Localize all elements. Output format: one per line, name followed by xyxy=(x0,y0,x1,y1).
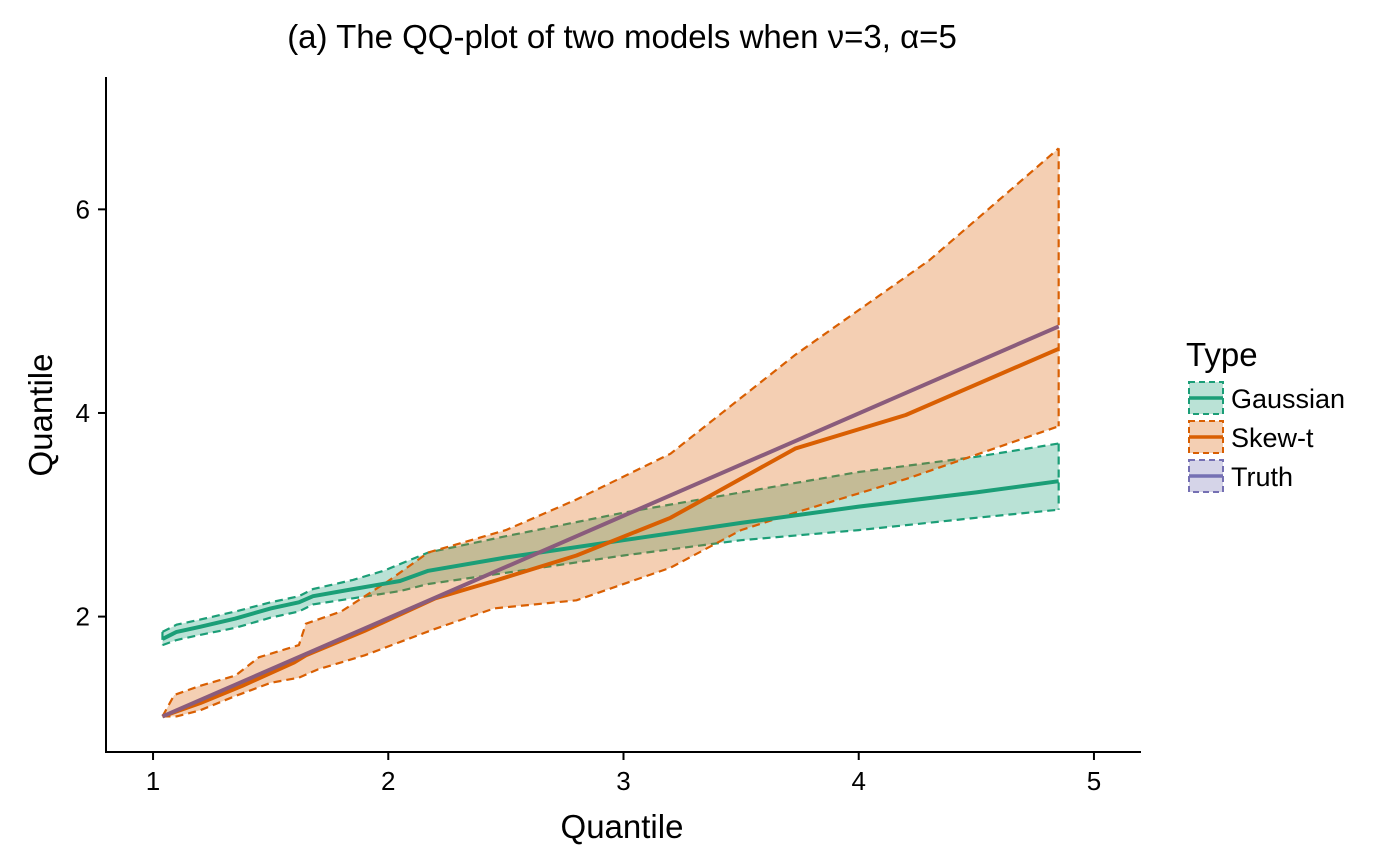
gaussian-upper-bound xyxy=(161,442,1059,633)
gaussian-line xyxy=(161,479,1059,641)
chart-title: (a) The QQ-plot of two models when ν=3, … xyxy=(287,18,957,55)
y-tick-label: 6 xyxy=(76,194,90,224)
x-tick-label: 4 xyxy=(851,766,865,796)
legend-item-skew-t: Skew-t xyxy=(1188,420,1314,454)
legend-item-truth: Truth xyxy=(1188,459,1293,493)
legend-item-gaussian: Gaussian xyxy=(1188,381,1345,415)
plot-area xyxy=(161,147,1060,719)
x-tick-label: 3 xyxy=(616,766,630,796)
skew-t-upper-bound xyxy=(161,147,1060,717)
x-axis-label: Quantile xyxy=(561,808,684,845)
y-tick-label: 4 xyxy=(76,398,90,428)
x-tick-label: 5 xyxy=(1087,766,1101,796)
gaussian-band xyxy=(162,443,1059,646)
series-lines xyxy=(161,324,1060,719)
y-tick-label: 2 xyxy=(76,602,90,632)
y-axis-label: Quantile xyxy=(22,354,59,477)
legend-label-truth: Truth xyxy=(1231,462,1293,492)
skew-t-band xyxy=(162,148,1059,717)
legend-label-gaussian: Gaussian xyxy=(1231,384,1345,414)
gaussian-lower-bound xyxy=(162,508,1059,647)
skew-t-lower-bound xyxy=(162,425,1060,718)
y-axis-ticks: 2 4 6 xyxy=(76,194,106,632)
x-axis-ticks: 1 2 3 4 5 xyxy=(146,752,1101,796)
legend-label-skew-t: Skew-t xyxy=(1231,423,1314,453)
truth-line xyxy=(161,324,1060,719)
legend: Type Gaussian Skew-t Truth xyxy=(1186,336,1345,493)
confidence-bands xyxy=(161,147,1060,718)
x-tick-label: 2 xyxy=(381,766,395,796)
x-tick-label: 1 xyxy=(146,766,160,796)
legend-title: Type xyxy=(1186,336,1258,373)
legend-items: Gaussian Skew-t Truth xyxy=(1188,381,1345,493)
